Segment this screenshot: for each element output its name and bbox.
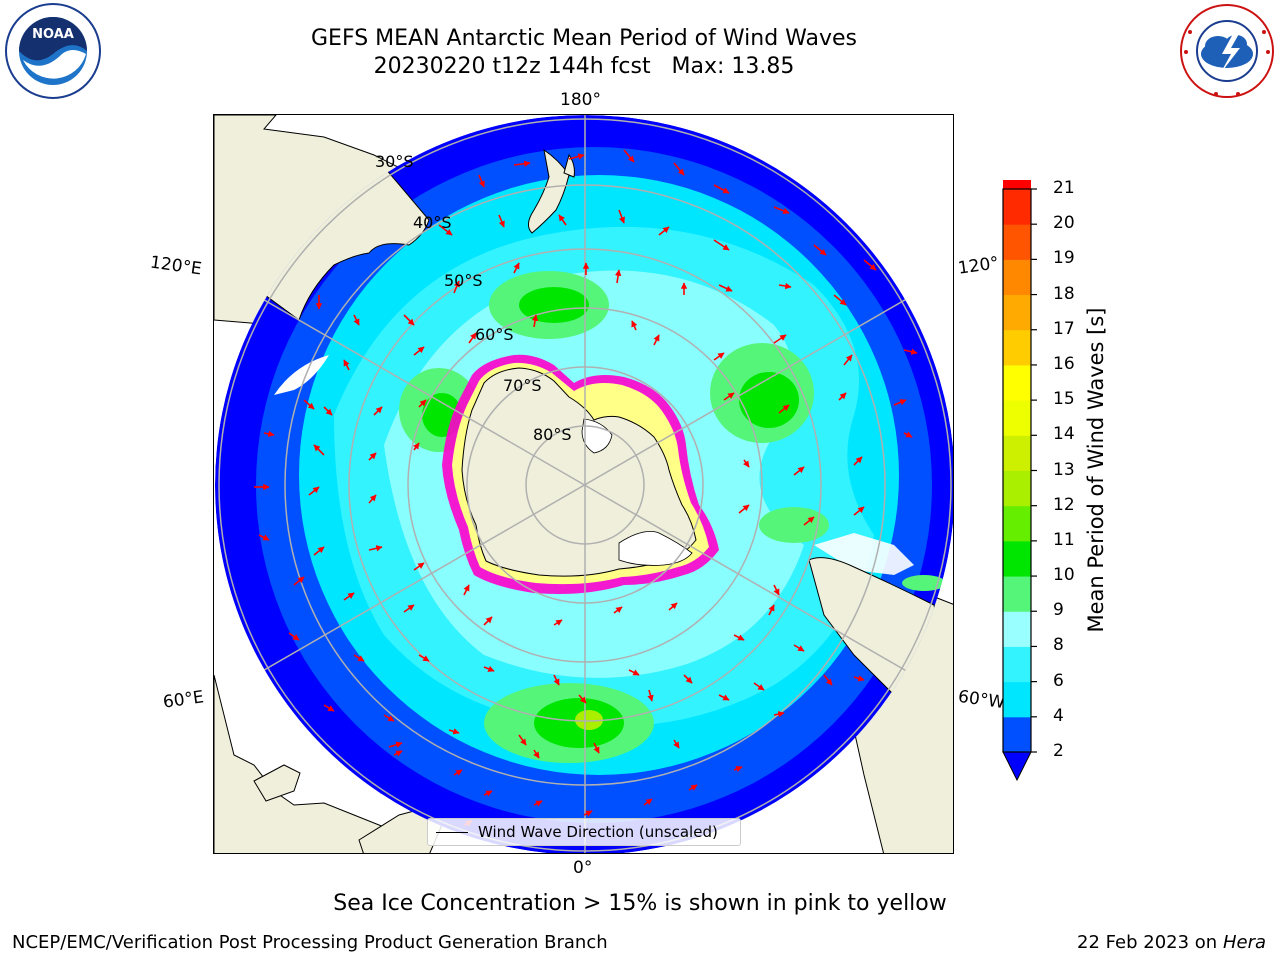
legend-label: Wind Wave Direction (unscaled): [478, 823, 718, 841]
lat-label-80s: 80°S: [533, 425, 572, 444]
sea-ice-note: Sea Ice Concentration > 15% is shown in …: [333, 891, 947, 916]
colorbar-band: [1003, 329, 1031, 366]
colorbar-band: [1003, 646, 1031, 683]
legend-line-swatch: [436, 832, 468, 833]
colorbar-band: [1003, 470, 1031, 507]
map-subtitle: 20230220 t12z 144h fcst Max: 13.85: [373, 54, 795, 79]
graticule: [215, 115, 953, 853]
colorbar-tick-label: 4: [1053, 705, 1064, 726]
colorbar-band: [1003, 435, 1031, 471]
lat-label-30s: 30°S: [375, 152, 414, 171]
run-date-text: 22 Feb 2023 on: [1077, 932, 1218, 953]
colorbar-bands: [1003, 180, 1031, 753]
colorbar-tick-label: 15: [1053, 389, 1075, 410]
colorbar-tick-label: 6: [1053, 670, 1064, 691]
colorbar: [1002, 180, 1037, 782]
colorbar-band: [1003, 294, 1031, 331]
noaa-logo: NOAA: [5, 3, 101, 99]
colorbar-ticks: [1031, 188, 1037, 753]
colorbar-tick-label: 9: [1053, 600, 1064, 621]
lat-label-40s: 40°S: [413, 213, 452, 232]
colorbar-tick-label: 11: [1053, 529, 1075, 550]
colorbar-band: [1003, 576, 1031, 612]
map-title: GEFS MEAN Antarctic Mean Period of Wind …: [311, 26, 857, 51]
colorbar-tick-label: 21: [1053, 178, 1075, 198]
colorbar-band: [1003, 400, 1031, 436]
colorbar-under-triangle: [1002, 751, 1032, 782]
colorbar-tick-label: 10: [1053, 565, 1075, 586]
colorbar-band: [1003, 180, 1031, 190]
colorbar-tick-label: 13: [1053, 459, 1075, 480]
wind-wave-arrows: [254, 149, 918, 827]
antarctica: [461, 367, 697, 577]
colorbar-tick-label: 8: [1053, 635, 1064, 656]
lon-label-120w: 120°: [956, 253, 1001, 279]
colorbar-tick-label: 18: [1053, 283, 1075, 304]
colorbar-band: [1003, 611, 1031, 647]
colorbar-tick-label: 19: [1053, 248, 1075, 269]
colorbar-tick-label: 12: [1053, 494, 1075, 515]
polar-map-svg: [214, 115, 953, 853]
colorbar-band: [1003, 189, 1031, 225]
lat-label-60s: 60°S: [475, 325, 514, 344]
map-legend: Wind Wave Direction (unscaled): [427, 818, 741, 846]
colorbar-band: [1003, 364, 1031, 401]
colorbar-tick-label: 2: [1053, 741, 1064, 761]
colorbar-band: [1003, 259, 1031, 296]
colorbar-title: Mean Period of Wind Waves [s]: [1084, 307, 1108, 633]
colorbar-tick-label: 14: [1053, 424, 1075, 445]
lat-label-70s: 70°S: [503, 376, 542, 395]
lon-label-60e: 60°E: [161, 687, 206, 713]
colorbar-band: [1003, 540, 1031, 577]
colorbar-band: [1003, 681, 1031, 718]
run-machine: Hera: [1222, 932, 1266, 953]
run-date: 22 Feb 2023 on Hera: [1077, 932, 1266, 953]
colorbar-band: [1003, 224, 1031, 260]
colorbar-band: [1003, 716, 1031, 753]
noaa-logo-text: NOAA: [32, 27, 74, 42]
colorbar-tick-label: 16: [1053, 353, 1075, 374]
lon-label-0: 0°: [573, 858, 593, 878]
lon-label-120e: 120°E: [148, 252, 203, 280]
colorbar-tick-label: 20: [1053, 213, 1075, 234]
producer-credit: NCEP/EMC/Verification Post Processing Pr…: [12, 932, 608, 953]
lat-label-50s: 50°S: [444, 271, 483, 290]
polar-map: [213, 114, 954, 854]
nws-logo: [1180, 4, 1274, 98]
colorbar-band: [1003, 505, 1031, 542]
lon-label-180: 180°: [560, 90, 601, 110]
colorbar-tick-label: 17: [1053, 318, 1075, 339]
